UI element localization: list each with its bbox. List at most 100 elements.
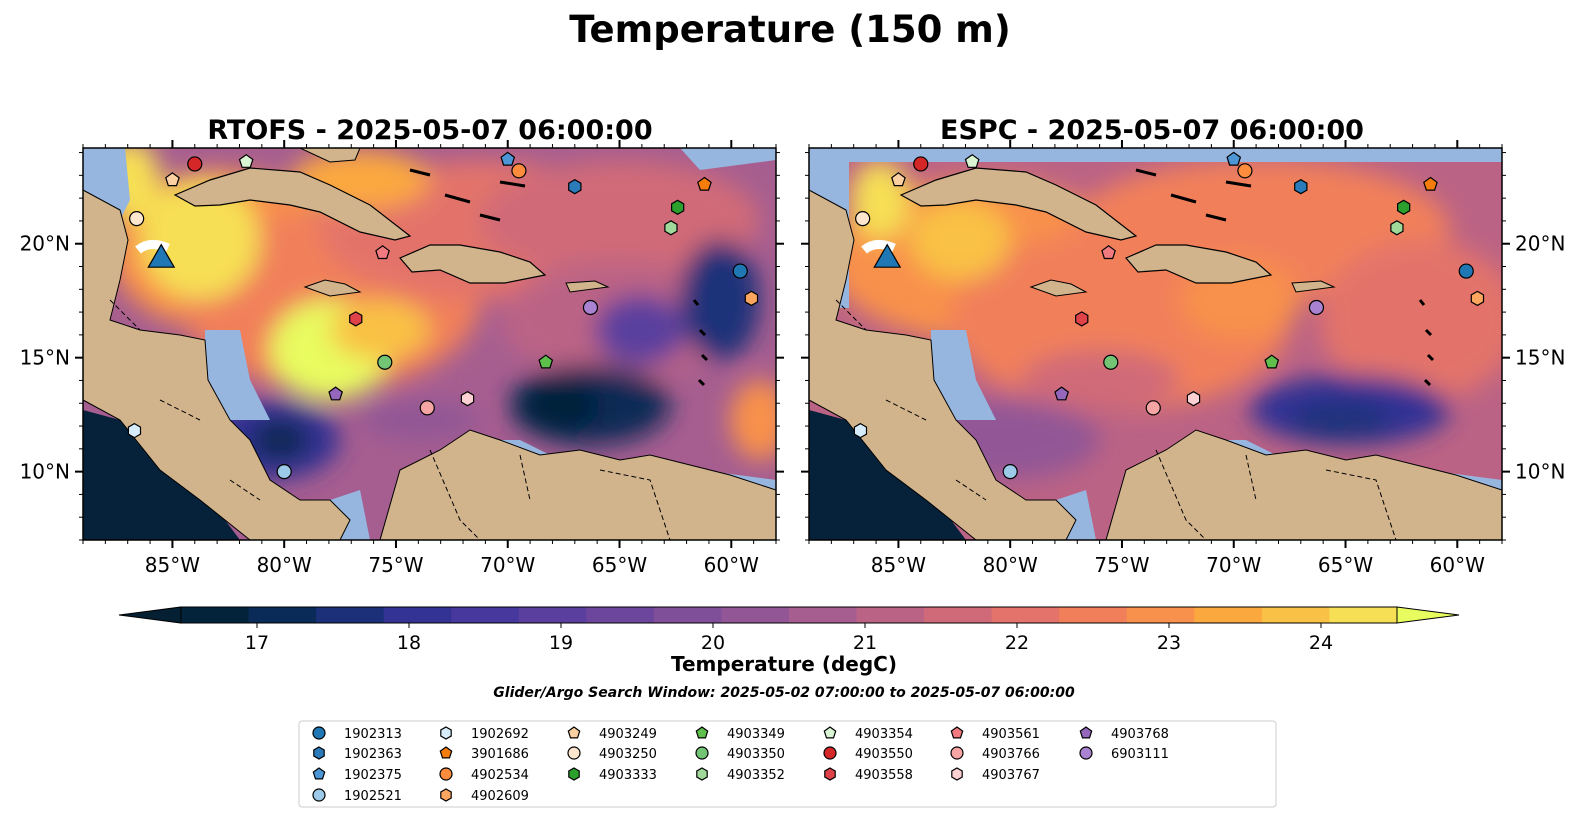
lon-tick-label-espc: 85°W [871, 553, 926, 577]
colorbar-label: Temperature (degC) [671, 652, 897, 676]
float-marker-rtofs-1902692 [127, 422, 142, 439]
legend-marker [824, 767, 836, 781]
lon-tick-label-espc: 80°W [983, 553, 1038, 577]
float-marker-rtofs-1902313 [732, 263, 748, 279]
legend-marker [312, 788, 326, 802]
legend-label: 1902375 [344, 768, 402, 783]
lon-tick-label-rtofs: 85°W [145, 553, 200, 577]
colorbar-tick-label: 19 [549, 632, 573, 654]
panel-espc: ESPC - 2025-05-07 06:00:00 [801, 115, 1565, 577]
lon-tick-label-rtofs: 75°W [368, 553, 423, 577]
float-marker-espc-4902609 [1470, 290, 1485, 307]
legend-marker [823, 726, 837, 739]
float-marker-rtofs-4903333 [670, 199, 685, 215]
legend-entry: 6903111 [1079, 746, 1169, 762]
colorbar-tick-label: 21 [853, 632, 877, 654]
colorbar-segment [991, 607, 1060, 623]
float-marker-rtofs-6903111 [582, 299, 599, 316]
legend-label: 4903766 [982, 747, 1040, 762]
legend-marker [695, 726, 709, 739]
legend-label: 3901686 [471, 747, 529, 762]
float-marker-rtofs-4903558 [349, 311, 363, 327]
float-marker-rtofs-4903349 [538, 354, 554, 369]
lat-tick-label-espc: 10°N [1515, 460, 1565, 484]
float-marker-espc-4903354 [964, 153, 980, 168]
colorbar-tick-label: 17 [245, 632, 269, 654]
legend-marker [951, 767, 963, 781]
legend-marker [567, 746, 581, 760]
legend-label: 1902313 [344, 727, 402, 742]
colorbar-segment [721, 607, 790, 623]
colorbar-segment [1329, 607, 1398, 623]
legend-entry: 4903768 [1079, 726, 1169, 742]
legend-entry: 4903249 [567, 726, 657, 742]
colorbar-segment [789, 607, 858, 623]
legend-entry: 1902521 [312, 788, 402, 804]
float-marker-espc-sg651-20250428T0000 [873, 243, 902, 268]
float-marker-rtofs-1902375 [500, 151, 516, 166]
lon-tick-label-espc: 60°W [1430, 553, 1485, 577]
float-marker-rtofs-4903768 [328, 386, 344, 401]
legend-marker [312, 767, 326, 780]
colorbar-under-extend [118, 606, 182, 624]
colorbar-tick-label: 23 [1157, 632, 1181, 654]
float-marker-espc-4903550 [913, 156, 929, 172]
lat-tick-label-espc: 15°N [1515, 346, 1565, 370]
float-marker-rtofs-1902521 [276, 464, 292, 480]
colorbar: 17 18 19 20 21 22 23 24 Temperature (degC) [118, 606, 1460, 676]
legend-label: 1902521 [344, 789, 402, 804]
legend-entry: 1902363 [313, 746, 402, 762]
legend-label: 4903767 [982, 768, 1040, 783]
lon-tick-label-rtofs: 70°W [480, 553, 535, 577]
float-marker-espc-1902692 [853, 422, 868, 439]
legend-marker [1079, 726, 1093, 739]
legend-entry: 4903250 [567, 746, 657, 762]
float-marker-espc-4903250 [855, 211, 871, 227]
float-marker-rtofs-4903561 [375, 245, 390, 260]
colorbar-segment [248, 607, 317, 623]
lon-tick-label-espc: 75°W [1094, 553, 1149, 577]
legend-entry: 4903350 [695, 746, 785, 762]
colorbar-tick-label: 22 [1005, 632, 1029, 654]
float-marker-espc-4903767 [1186, 391, 1201, 407]
lat-tick-label-espc: 20°N [1515, 232, 1565, 256]
float-marker-rtofs-sg651-20250428T0000 [147, 243, 176, 268]
colorbar-segment [653, 607, 722, 623]
float-marker-rtofs-4903550 [187, 156, 203, 172]
legend-label: 4903550 [855, 747, 913, 762]
float-marker-espc-3901686 [1423, 176, 1438, 191]
legend-label: 4903354 [855, 727, 913, 742]
legend-entry: 1902313 [312, 726, 402, 742]
legend-label: 1902363 [344, 747, 402, 762]
float-marker-espc-1902363 [1294, 179, 1308, 195]
legend-marker [568, 767, 580, 781]
map-espc [809, 148, 1502, 540]
float-marker-espc-4903333 [1396, 199, 1411, 215]
legend-marker [440, 726, 452, 740]
search-window-text: Glider/Argo Search Window: 2025-05-02 07… [493, 685, 1075, 701]
legend-entry: 4903349 [695, 726, 785, 742]
colorbar-segment [383, 607, 452, 623]
legend-marker [313, 746, 325, 760]
legend-marker [439, 767, 453, 781]
float-marker-espc-4902534 [1237, 163, 1253, 179]
legend-entry: 1902692 [440, 726, 529, 742]
float-marker-espc-6903111 [1308, 299, 1325, 316]
legend-label: 4903249 [599, 727, 657, 742]
colorbar-segment [586, 607, 655, 623]
colorbar-tick-label: 20 [701, 632, 725, 654]
legend-label: 4903561 [982, 727, 1040, 742]
lat-tick-label-rtofs: 20°N [20, 232, 70, 256]
colorbar-segment [856, 607, 925, 623]
legend-label: 4902534 [471, 768, 529, 783]
legend-marker [823, 746, 837, 760]
legend-marker [567, 726, 581, 739]
legend-entry: 4903352 [696, 767, 785, 783]
lat-tick-label-rtofs: 10°N [20, 460, 70, 484]
legend-label: 4903333 [599, 768, 657, 783]
float-marker-rtofs-4903249 [165, 172, 180, 187]
colorbar-over-extend [1396, 606, 1460, 624]
float-marker-espc-4903561 [1101, 245, 1116, 260]
legend-label: 4903349 [727, 727, 785, 742]
legend-marker [696, 767, 708, 781]
